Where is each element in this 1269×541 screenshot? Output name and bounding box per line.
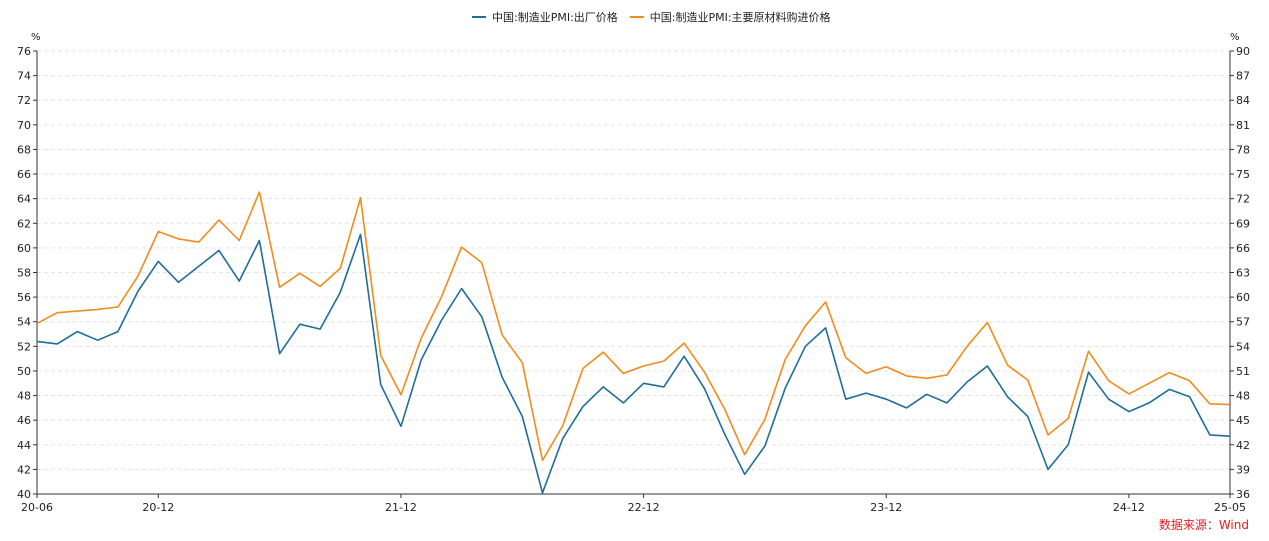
right-tick-label: 42 — [1236, 439, 1250, 452]
right-tick-label: 54 — [1236, 340, 1250, 353]
left-tick-label: 70 — [17, 119, 31, 132]
x-tick-label: 23-12 — [870, 501, 902, 514]
right-tick-label: 78 — [1236, 143, 1250, 156]
x-tick-label: 21-12 — [385, 501, 417, 514]
x-tick-label: 20-06 — [21, 501, 53, 514]
series-line-2 — [36, 191, 1231, 462]
left-tick-label: 56 — [17, 291, 31, 304]
left-tick-label: 60 — [17, 242, 31, 255]
left-tick-label: 46 — [17, 414, 31, 427]
right-tick-label: 81 — [1236, 119, 1250, 132]
right-tick-label: 60 — [1236, 291, 1250, 304]
left-tick-label: 66 — [17, 168, 31, 181]
left-tick-label: 64 — [17, 193, 31, 206]
right-y-axis: 36 39 42 45 48 51 54 57 60 63 66 69 72 75 78 81 84 87 90 — [1229, 45, 1250, 501]
left-tick-label: 48 — [17, 390, 31, 403]
right-tick-label: 84 — [1236, 94, 1250, 107]
left-tick-label: 68 — [17, 143, 31, 156]
left-tick-label: 54 — [17, 316, 31, 329]
x-tick-label: 22-12 — [628, 501, 660, 514]
left-tick-label: 62 — [17, 217, 31, 230]
right-tick-label: 72 — [1236, 193, 1250, 206]
left-tick-label: 40 — [17, 488, 31, 501]
right-tick-label: 66 — [1236, 242, 1250, 255]
series-lines — [36, 191, 1231, 494]
legend-label-2: 中国:制造业PMI:主要原材料购进价格 — [650, 10, 831, 24]
left-tick-label: 52 — [17, 340, 31, 353]
left-tick-label: 74 — [17, 70, 31, 83]
right-tick-label: 63 — [1236, 267, 1250, 280]
source-note: 数据来源：Wind — [1159, 517, 1249, 532]
right-tick-label: 69 — [1236, 217, 1250, 230]
right-tick-label: 36 — [1236, 488, 1250, 501]
right-tick-label: 45 — [1236, 414, 1250, 427]
left-tick-label: 42 — [17, 463, 31, 476]
right-tick-label: 57 — [1236, 316, 1250, 329]
left-tick-label: 44 — [17, 439, 31, 452]
left-tick-label: 50 — [17, 365, 31, 378]
x-tick-label: 25-05 — [1214, 501, 1246, 514]
left-tick-label: 58 — [17, 267, 31, 280]
right-tick-label: 39 — [1236, 463, 1250, 476]
right-tick-label: 90 — [1236, 45, 1250, 58]
right-tick-label: 87 — [1236, 70, 1250, 83]
legend: 中国:制造业PMI:出厂价格 中国:制造业PMI:主要原材料购进价格 — [472, 10, 831, 24]
right-axis-unit: % — [1230, 32, 1240, 43]
right-tick-label: 75 — [1236, 168, 1250, 181]
left-tick-label: 76 — [17, 45, 31, 58]
x-tick-label: 20-12 — [142, 501, 174, 514]
legend-label-1: 中国:制造业PMI:出厂价格 — [492, 10, 618, 24]
right-tick-label: 48 — [1236, 390, 1250, 403]
right-tick-label: 51 — [1236, 365, 1250, 378]
left-axis-unit: % — [31, 32, 41, 43]
left-y-axis: 40 42 44 46 48 50 52 54 56 58 60 62 64 66 68 70 72 74 76 — [17, 45, 38, 501]
series-line-1 — [36, 233, 1231, 494]
x-axis: 20-06 20-12 21-12 22-12 23-12 24-12 25-05 — [21, 493, 1246, 514]
x-tick-label: 24-12 — [1113, 501, 1145, 514]
gridlines — [37, 50, 1230, 470]
left-tick-label: 72 — [17, 94, 31, 107]
